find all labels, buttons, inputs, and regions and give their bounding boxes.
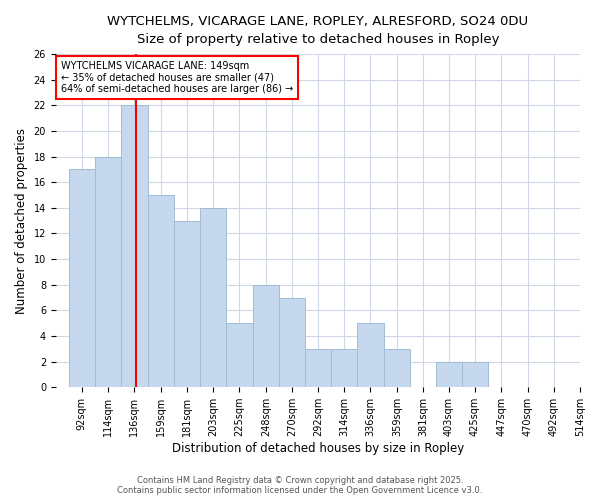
Bar xyxy=(279,298,305,387)
Bar xyxy=(462,362,488,387)
Bar xyxy=(331,349,357,387)
Bar xyxy=(384,349,410,387)
Title: WYTCHELMS, VICARAGE LANE, ROPLEY, ALRESFORD, SO24 0DU
Size of property relative : WYTCHELMS, VICARAGE LANE, ROPLEY, ALRESF… xyxy=(107,15,529,46)
X-axis label: Distribution of detached houses by size in Ropley: Distribution of detached houses by size … xyxy=(172,442,464,455)
Bar xyxy=(357,323,384,387)
Text: WYTCHELMS VICARAGE LANE: 149sqm
← 35% of detached houses are smaller (47)
64% of: WYTCHELMS VICARAGE LANE: 149sqm ← 35% of… xyxy=(61,61,293,94)
Bar xyxy=(148,195,174,387)
Text: Contains HM Land Registry data © Crown copyright and database right 2025.
Contai: Contains HM Land Registry data © Crown c… xyxy=(118,476,482,495)
Bar xyxy=(305,349,331,387)
Bar xyxy=(253,284,279,387)
Bar xyxy=(121,106,148,387)
Y-axis label: Number of detached properties: Number of detached properties xyxy=(15,128,28,314)
Bar xyxy=(200,208,226,387)
Bar xyxy=(436,362,462,387)
Bar xyxy=(226,323,253,387)
Bar xyxy=(69,170,95,387)
Bar xyxy=(95,156,121,387)
Bar xyxy=(174,220,200,387)
